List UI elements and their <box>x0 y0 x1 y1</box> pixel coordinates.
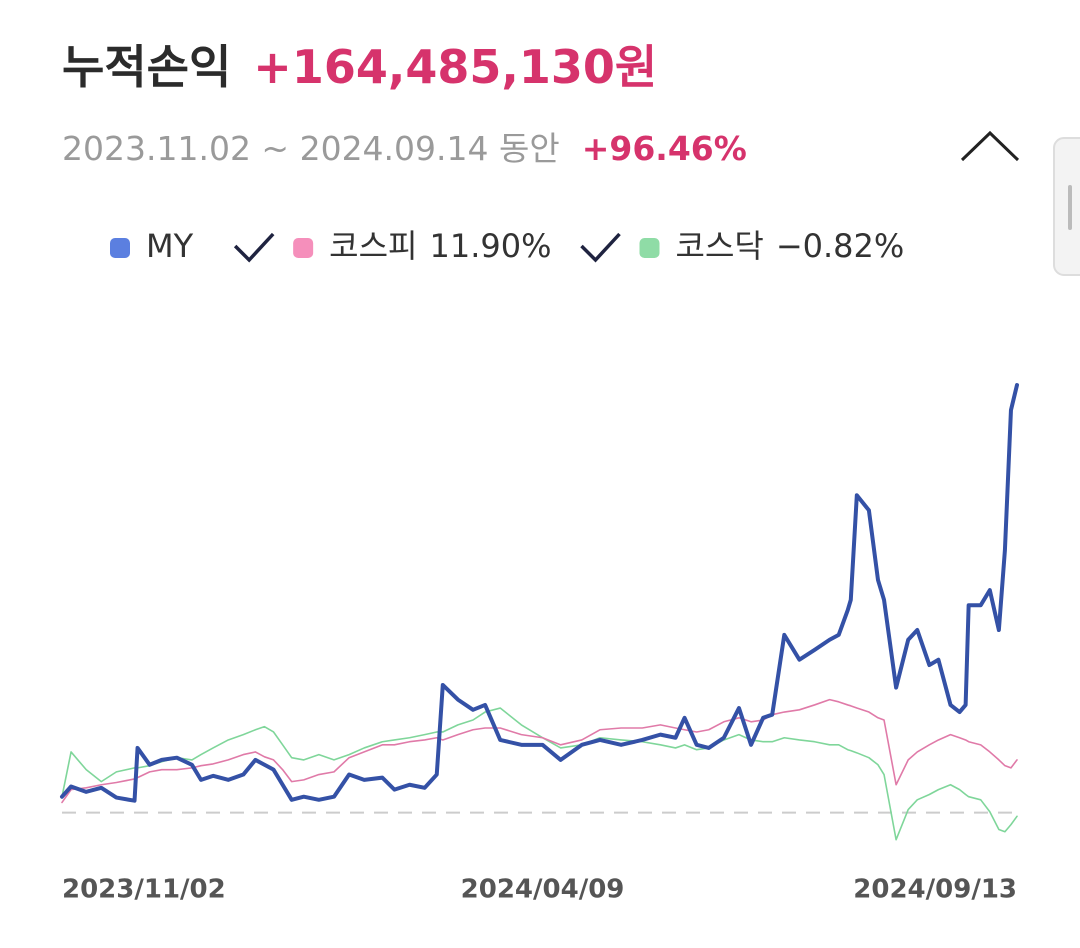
x-tick-label: 2024/04/09 <box>461 875 625 905</box>
legend-name: 코스닥 <box>676 227 764 265</box>
period: 2023.11.02 ~ 2024.09.14 동안 <box>62 129 560 168</box>
title: 누적손익 <box>62 40 231 94</box>
period-line: 2023.11.02 ~ 2024.09.14 동안 +96.46% <box>62 129 747 168</box>
plot-area: 2023/11/02 2024/04/09 2024/09/13 <box>60 383 1019 905</box>
x-tick-label: 2024/09/13 <box>853 875 1017 905</box>
legend-marker <box>639 238 660 258</box>
collapse-button[interactable] <box>960 130 1020 162</box>
x-tick-label: 2023/11/02 <box>62 875 226 905</box>
header-title: 누적손익 +164,485,130원 <box>62 40 657 94</box>
legend-marker <box>293 238 314 258</box>
legend-check <box>233 232 275 263</box>
legend-return: −0.82% <box>776 227 904 265</box>
legend-check <box>580 232 621 263</box>
legend-label: 코스피 11.90% <box>329 227 551 265</box>
total-profit: +164,485,130원 <box>253 40 657 94</box>
series-line <box>61 707 1018 841</box>
legend-return: 11.90% <box>429 227 551 265</box>
legend-label: MY <box>146 227 194 265</box>
series-line <box>60 383 1019 803</box>
return: +96.46% <box>582 129 747 168</box>
legend-name: 코스피 <box>329 227 417 265</box>
legend-marker <box>110 238 130 258</box>
legend-label: 코스닥 −0.82% <box>676 227 905 265</box>
series-line <box>61 698 1018 804</box>
legend-name: MY <box>146 227 194 265</box>
legend: MY 코스피 11.90% 코스닥 −0.82% <box>110 227 904 265</box>
scroll-grip <box>1068 185 1072 230</box>
scroll-handle[interactable] <box>1053 137 1080 276</box>
